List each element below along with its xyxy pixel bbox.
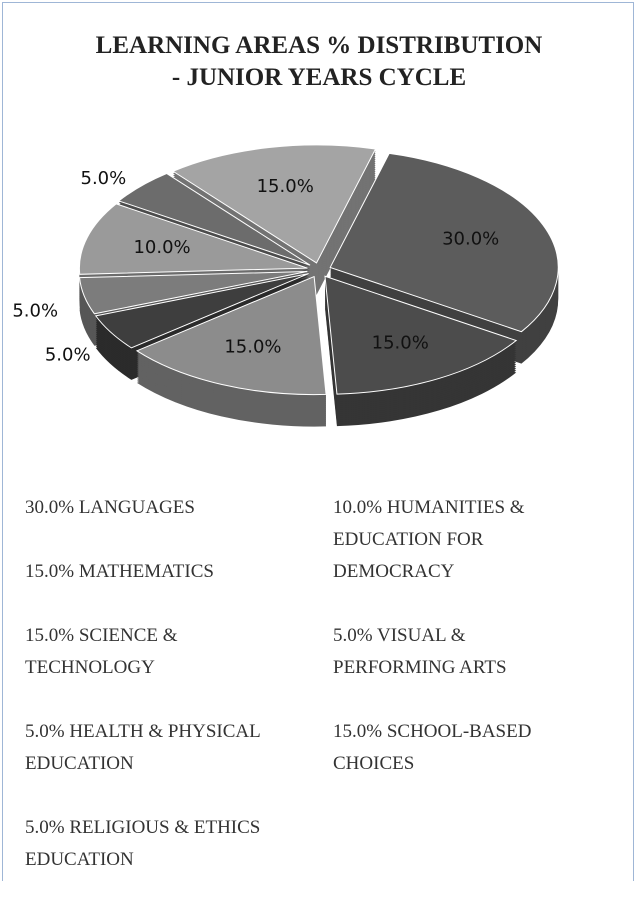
legend-value: 5.0% bbox=[333, 625, 373, 646]
slice bbox=[78, 203, 308, 275]
legend-value: 15.0% bbox=[25, 625, 75, 646]
legend-column: 30.0% LANGUAGES 15.0% MATHEMATICS 15.0% SC… bbox=[25, 492, 310, 908]
slice bbox=[79, 270, 308, 315]
slice bbox=[117, 172, 311, 266]
legend-value: 10.0% bbox=[333, 497, 383, 518]
slice bbox=[329, 152, 559, 333]
title-line: - JUNIOR YEARS CYCLE bbox=[171, 64, 467, 91]
legend-item: 5.0% VISUAL & PERFORMING ARTS bbox=[333, 620, 573, 684]
chart: 30.0% 15.0% 15.0% 5.0% 5.0% 10.0% 5.0% 15.0% bbox=[12, 144, 559, 427]
data-label: 10.0% bbox=[133, 237, 190, 258]
data-label: 15.0% bbox=[257, 176, 314, 197]
legend-label: MATHEMATICS bbox=[78, 561, 214, 582]
legend-item: 15.0% MATHEMATICS bbox=[25, 556, 310, 588]
legend-label: HEALTH & PHYSICAL EDUCATION bbox=[25, 721, 261, 774]
legend-column: 10.0% HUMANITIES & EDUCATION FOR DEMOCRA… bbox=[333, 492, 573, 812]
legend-item: 30.0% LANGUAGES bbox=[25, 492, 310, 524]
data-label: 15.0% bbox=[224, 337, 281, 358]
title-line: LEARNING AREAS % DISTRIBUTION bbox=[95, 32, 543, 59]
legend-item: 15.0% SCHOOL-BASED CHOICES bbox=[333, 716, 573, 780]
legend-value: 15.0% bbox=[333, 721, 383, 742]
data-label: 5.0% bbox=[12, 300, 58, 321]
slice bbox=[94, 273, 309, 349]
legend-label: VISUAL & PERFORMING ARTS bbox=[333, 625, 507, 678]
data-label: 30.0% bbox=[442, 229, 499, 250]
legend-item: 10.0% HUMANITIES & EDUCATION FOR DEMOCRA… bbox=[333, 492, 573, 588]
legend-value: 5.0% bbox=[25, 721, 65, 742]
legend-item: 5.0% HEALTH & PHYSICAL EDUCATION bbox=[25, 716, 310, 780]
legend-label: SCHOOL-BASED CHOICES bbox=[333, 721, 532, 774]
slice bbox=[324, 275, 518, 395]
data-label: 5.0% bbox=[45, 345, 91, 366]
slice bbox=[135, 275, 327, 396]
slice bbox=[171, 144, 377, 264]
legend-value: 5.0% bbox=[25, 817, 65, 838]
legend-value: 30.0% bbox=[25, 497, 75, 518]
legend-item: 5.0% RELIGIOUS & ETHICS EDUCATION bbox=[25, 812, 310, 876]
legend-label: HUMANITIES & EDUCATION FOR DEMOCRACY bbox=[333, 497, 525, 582]
data-label: 5.0% bbox=[81, 168, 127, 189]
data-label: 15.0% bbox=[372, 333, 429, 354]
chart-title: LEARNING AREAS % DISTRIBUTION - JUNIOR Y… bbox=[0, 30, 638, 94]
legend-label: SCIENCE & TECHNOLOGY bbox=[25, 625, 178, 678]
frame bbox=[2, 2, 634, 881]
legend-item: 15.0% SCIENCE & TECHNOLOGY bbox=[25, 620, 310, 684]
legend-value: 15.0% bbox=[25, 561, 75, 582]
legend-label: LANGUAGES bbox=[78, 497, 195, 518]
legend-label: RELIGIOUS & ETHICS EDUCATION bbox=[25, 817, 261, 870]
